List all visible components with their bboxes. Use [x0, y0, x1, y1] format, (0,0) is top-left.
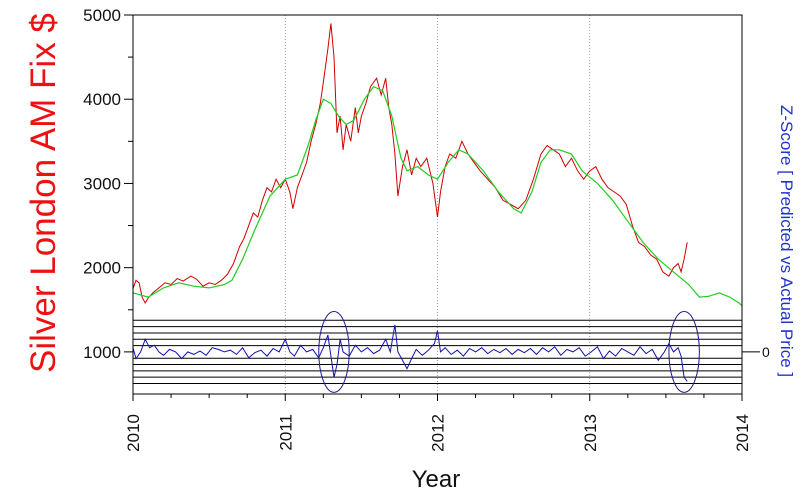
- y-axis-label: Silver London AM Fix $: [24, 13, 63, 373]
- y-tick-label: 1000: [83, 343, 121, 362]
- actual-series-line: [132, 23, 688, 305]
- vertical-grid: [284, 15, 591, 394]
- x-tick-label: 2011: [276, 414, 295, 451]
- y-tick-label: 2000: [83, 259, 121, 278]
- annotation-layer: [318, 310, 700, 393]
- y-tick-label: 5000: [83, 6, 121, 25]
- right-tick-label: 0: [762, 344, 770, 360]
- y-tick-label: 4000: [83, 90, 121, 109]
- anomaly-circle: [318, 310, 350, 393]
- axes-layer: 2010 2011 2012 2013 2014 1000 2000 3000 4000 5000…: [83, 6, 770, 452]
- right-axis-label: Z-Score [ Predicted vs Actual Price ]: [777, 105, 796, 378]
- anomaly-circle: [668, 310, 700, 393]
- x-tick-label: 2012: [429, 414, 448, 452]
- x-tick-label: 2014: [733, 414, 752, 452]
- x-tick-label: 2013: [581, 414, 600, 452]
- zscore-series-line: [132, 324, 688, 382]
- series-layer: [132, 23, 743, 382]
- y-tick-label: 3000: [83, 174, 121, 193]
- predicted-series-line: [132, 85, 743, 307]
- x-axis-label: Year: [411, 466, 461, 493]
- x-tick-label: 2010: [124, 414, 143, 452]
